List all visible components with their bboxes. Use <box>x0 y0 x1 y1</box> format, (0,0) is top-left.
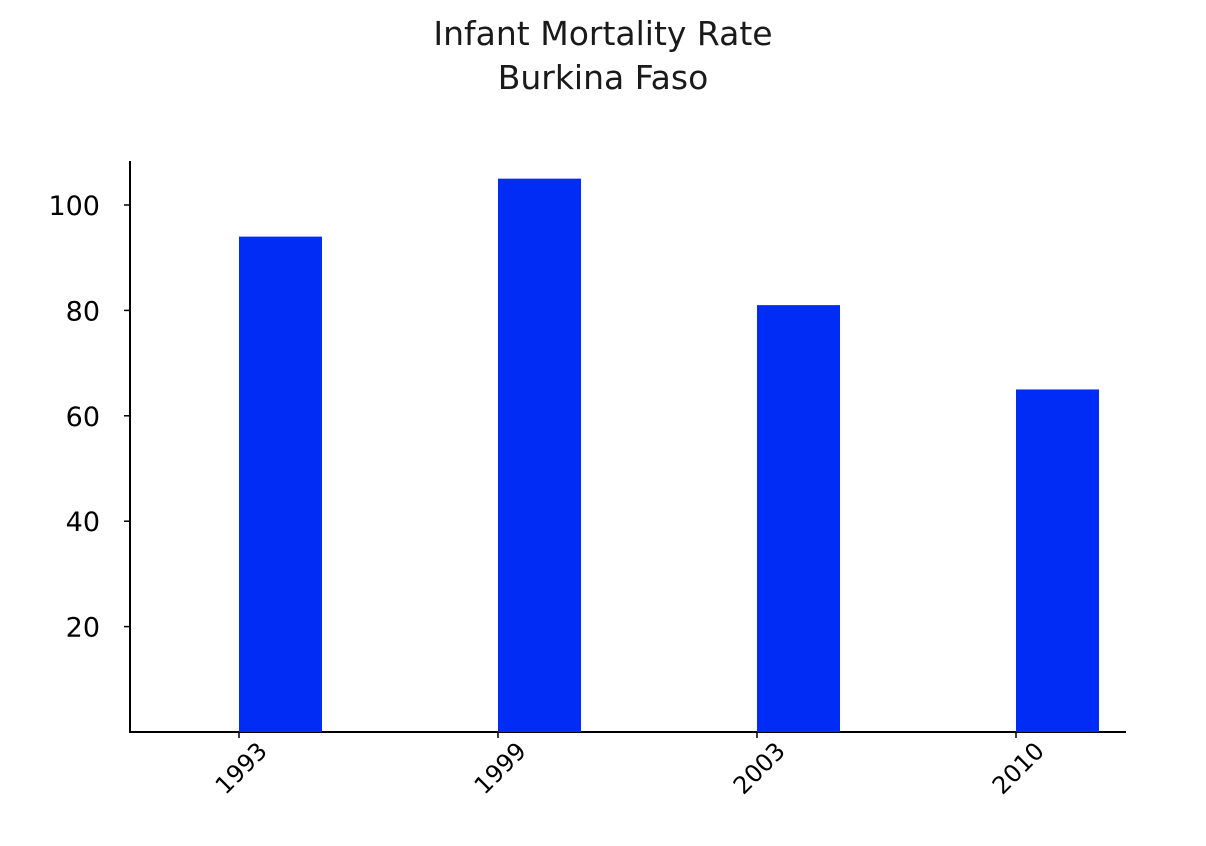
y-tick-label: 60 <box>66 402 100 433</box>
y-tick-label: 20 <box>66 613 100 644</box>
y-tick-label: 40 <box>66 507 100 538</box>
bar-2003 <box>757 305 840 732</box>
chart-title: Infant Mortality Rate <box>433 14 773 53</box>
x-tick-label: 2010 <box>987 737 1050 800</box>
y-axis-ticks: 20 40 60 80 100 <box>48 191 130 644</box>
x-tick-label: 1999 <box>469 737 532 800</box>
bar-series <box>239 178 1099 732</box>
y-tick-label: 100 <box>48 191 100 222</box>
x-axis-ticks: 1993 1999 2003 2010 <box>210 732 1050 800</box>
bar-1993 <box>239 236 322 732</box>
y-tick-label: 80 <box>66 296 100 327</box>
x-tick-label: 1993 <box>210 737 273 800</box>
bar-1999 <box>498 178 581 732</box>
x-tick-label: 2003 <box>728 737 791 800</box>
chart-subtitle: Burkina Faso <box>497 58 709 97</box>
bar-2010 <box>1016 389 1099 732</box>
